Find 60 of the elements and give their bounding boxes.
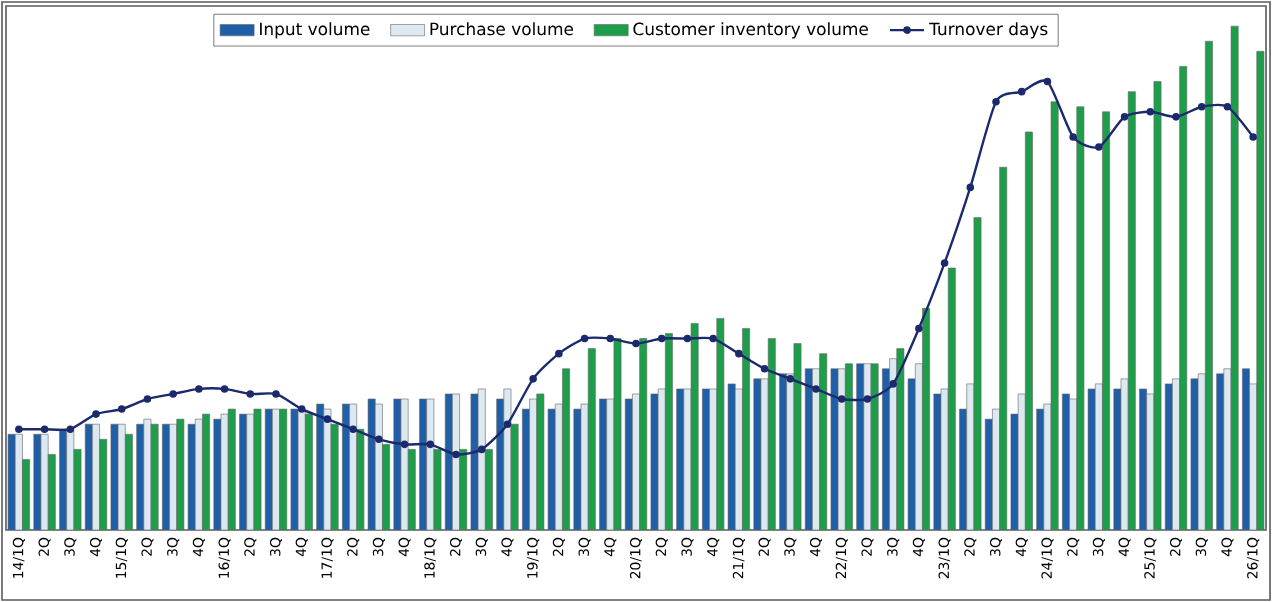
point [709, 334, 717, 343]
point [452, 450, 460, 459]
point [503, 420, 512, 428]
point [992, 97, 1000, 106]
point [760, 364, 769, 373]
point [555, 349, 563, 358]
point [1120, 113, 1129, 121]
point [66, 425, 75, 434]
point [1197, 102, 1206, 111]
point [1172, 113, 1180, 121]
bar [812, 368, 820, 530]
point [297, 405, 306, 413]
point [735, 349, 743, 358]
point [837, 395, 846, 403]
point [786, 375, 795, 383]
point [1146, 108, 1155, 116]
point [117, 405, 126, 413]
point [375, 435, 383, 444]
point [812, 385, 820, 393]
point [220, 385, 229, 393]
bar [863, 363, 872, 530]
legend-label: Turnover days [929, 22, 1048, 39]
point [40, 425, 49, 434]
point [889, 380, 897, 388]
point [966, 183, 975, 192]
point [529, 375, 537, 383]
point [915, 324, 923, 333]
point [92, 410, 100, 418]
point [195, 385, 203, 393]
point [169, 390, 177, 398]
point [940, 259, 949, 267]
point [1043, 77, 1052, 86]
point [477, 445, 486, 454]
legend-label: Input volume [260, 22, 370, 39]
point [1249, 133, 1257, 141]
legend-label: Customer inventory volume [633, 22, 868, 39]
bar [374, 403, 383, 530]
legend-label: Purchase volume [430, 22, 574, 36]
point [863, 395, 872, 403]
point [323, 415, 332, 423]
point [632, 339, 640, 348]
bar [889, 358, 898, 530]
point [1069, 133, 1077, 141]
point [272, 390, 280, 398]
point [1017, 87, 1026, 96]
point [143, 395, 152, 403]
point [246, 390, 255, 398]
point [580, 334, 589, 343]
point [657, 334, 666, 343]
bar [452, 393, 460, 530]
point [349, 425, 357, 434]
bar [503, 388, 512, 530]
point [400, 440, 409, 449]
point [683, 334, 692, 343]
point [606, 334, 615, 343]
point [15, 425, 23, 434]
point [426, 440, 435, 449]
point [1223, 102, 1232, 111]
point [1095, 143, 1103, 151]
bar [323, 408, 332, 530]
